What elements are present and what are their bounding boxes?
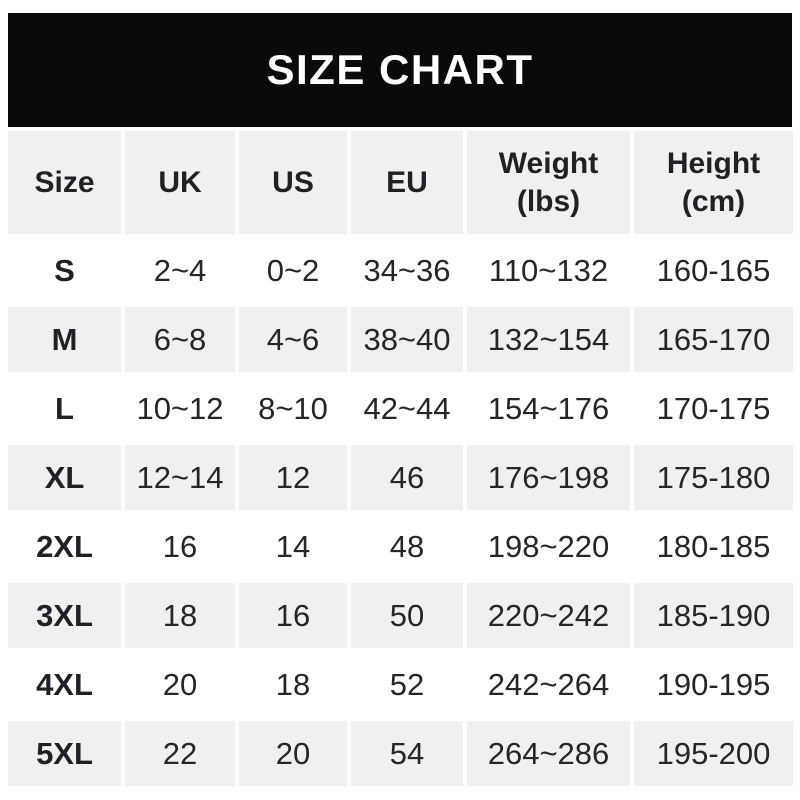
data-cell-uk: 18 — [125, 583, 235, 648]
data-cell-height: 190-195 — [634, 652, 793, 717]
page-title: SIZE CHART — [266, 46, 534, 93]
data-cell-height: 170-175 — [634, 376, 793, 441]
table-row: XL 12~14 12 46 176~198 175-180 — [8, 445, 793, 510]
data-cell-weight: 242~264 — [467, 652, 630, 717]
data-cell-height: 180-185 — [634, 514, 793, 579]
size-chart-infographic: SIZE CHART Size UK US EU Weight (lbs) He… — [0, 13, 800, 800]
table-row: 5XL 22 20 54 264~286 195-200 — [8, 721, 793, 786]
table-row: S 2~4 0~2 34~36 110~132 160-165 — [8, 238, 793, 303]
column-header-height: Height (cm) — [634, 131, 793, 234]
column-header-eu: EU — [351, 131, 463, 234]
size-table: Size UK US EU Weight (lbs) Height (cm) S… — [4, 127, 797, 790]
data-cell-uk: 6~8 — [125, 307, 235, 372]
data-cell-eu: 42~44 — [351, 376, 463, 441]
data-cell-height: 185-190 — [634, 583, 793, 648]
data-cell-uk: 22 — [125, 721, 235, 786]
table-row: M 6~8 4~6 38~40 132~154 165-170 — [8, 307, 793, 372]
column-header-size: Size — [8, 131, 121, 234]
data-cell-weight: 198~220 — [467, 514, 630, 579]
data-cell-eu: 46 — [351, 445, 463, 510]
data-cell-height: 175-180 — [634, 445, 793, 510]
data-cell-weight: 154~176 — [467, 376, 630, 441]
size-cell: 5XL — [8, 721, 121, 786]
table-row: 2XL 16 14 48 198~220 180-185 — [8, 514, 793, 579]
banner: SIZE CHART — [8, 13, 792, 127]
data-cell-us: 8~10 — [239, 376, 347, 441]
data-cell-height: 160-165 — [634, 238, 793, 303]
table-row: 4XL 20 18 52 242~264 190-195 — [8, 652, 793, 717]
data-cell-uk: 2~4 — [125, 238, 235, 303]
data-cell-us: 20 — [239, 721, 347, 786]
table-header: Size UK US EU Weight (lbs) Height (cm) — [8, 131, 793, 234]
data-cell-eu: 38~40 — [351, 307, 463, 372]
header-row: Size UK US EU Weight (lbs) Height (cm) — [8, 131, 793, 234]
size-cell: 3XL — [8, 583, 121, 648]
table-body: S 2~4 0~2 34~36 110~132 160-165 M 6~8 4~… — [8, 238, 793, 786]
data-cell-eu: 54 — [351, 721, 463, 786]
data-cell-height: 195-200 — [634, 721, 793, 786]
size-cell: 2XL — [8, 514, 121, 579]
size-cell: M — [8, 307, 121, 372]
size-cell: L — [8, 376, 121, 441]
data-cell-weight: 176~198 — [467, 445, 630, 510]
data-cell-us: 14 — [239, 514, 347, 579]
size-cell: XL — [8, 445, 121, 510]
data-cell-uk: 10~12 — [125, 376, 235, 441]
data-cell-uk: 20 — [125, 652, 235, 717]
data-cell-eu: 50 — [351, 583, 463, 648]
data-cell-eu: 48 — [351, 514, 463, 579]
data-cell-us: 12 — [239, 445, 347, 510]
table-row: L 10~12 8~10 42~44 154~176 170-175 — [8, 376, 793, 441]
column-header-weight: Weight (lbs) — [467, 131, 630, 234]
data-cell-us: 4~6 — [239, 307, 347, 372]
table-row: 3XL 18 16 50 220~242 185-190 — [8, 583, 793, 648]
data-cell-height: 165-170 — [634, 307, 793, 372]
data-cell-us: 16 — [239, 583, 347, 648]
data-cell-weight: 110~132 — [467, 238, 630, 303]
data-cell-us: 0~2 — [239, 238, 347, 303]
data-cell-weight: 220~242 — [467, 583, 630, 648]
data-cell-weight: 264~286 — [467, 721, 630, 786]
data-cell-eu: 52 — [351, 652, 463, 717]
data-cell-us: 18 — [239, 652, 347, 717]
data-cell-uk: 16 — [125, 514, 235, 579]
data-cell-uk: 12~14 — [125, 445, 235, 510]
column-header-us: US — [239, 131, 347, 234]
data-cell-weight: 132~154 — [467, 307, 630, 372]
size-cell: 4XL — [8, 652, 121, 717]
column-header-uk: UK — [125, 131, 235, 234]
data-cell-eu: 34~36 — [351, 238, 463, 303]
size-cell: S — [8, 238, 121, 303]
